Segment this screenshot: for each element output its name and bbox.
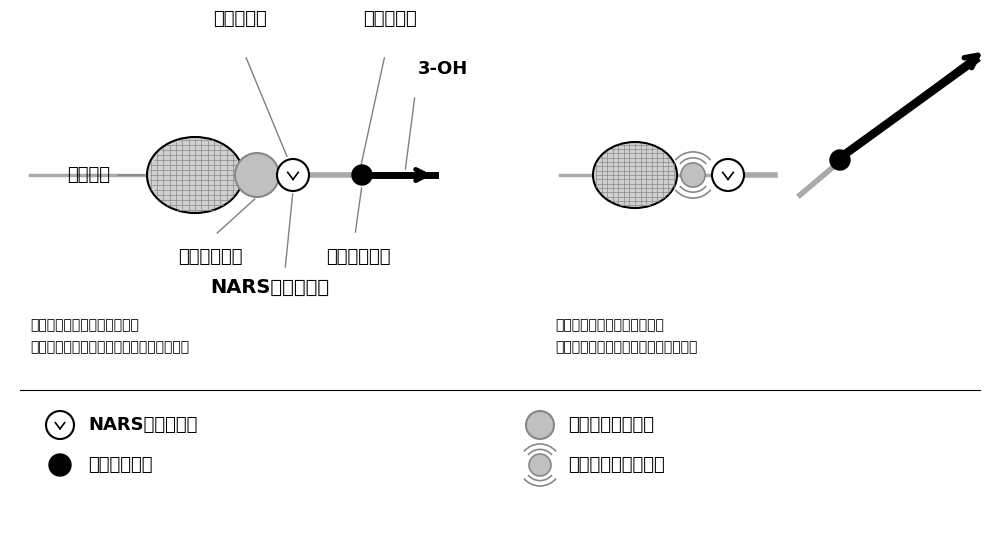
Circle shape bbox=[277, 159, 309, 191]
Text: 不被缺口剂切割时不释放可检测的荧光信号: 不被缺口剂切割时不释放可检测的荧光信号 bbox=[30, 340, 189, 354]
Text: 锚定序列区: 锚定序列区 bbox=[213, 10, 267, 28]
Text: 3-OH: 3-OH bbox=[418, 60, 468, 78]
Circle shape bbox=[46, 411, 74, 439]
Text: 释放荧光的荧光基团: 释放荧光的荧光基团 bbox=[568, 456, 665, 474]
Text: 编码微球: 编码微球 bbox=[67, 166, 110, 184]
Text: NARS正义链序列: NARS正义链序列 bbox=[210, 278, 330, 297]
Ellipse shape bbox=[147, 137, 243, 213]
Text: 被缺口剂切割时释放可检测的荧光信号: 被缺口剂切割时释放可检测的荧光信号 bbox=[555, 340, 697, 354]
Circle shape bbox=[529, 454, 551, 476]
Text: 识别序列区: 识别序列区 bbox=[363, 10, 417, 28]
Circle shape bbox=[712, 159, 744, 191]
Text: 固定在编码微球表面的引物：: 固定在编码微球表面的引物： bbox=[555, 318, 664, 332]
Text: 荧光报告基团: 荧光报告基团 bbox=[178, 248, 242, 266]
Text: 荧光淬灭基团: 荧光淬灭基团 bbox=[326, 248, 390, 266]
Circle shape bbox=[526, 411, 554, 439]
Circle shape bbox=[235, 153, 279, 197]
Circle shape bbox=[681, 163, 705, 187]
Text: 荧光淬灭基团: 荧光淬灭基团 bbox=[88, 456, 152, 474]
Ellipse shape bbox=[593, 142, 677, 208]
Circle shape bbox=[830, 150, 850, 170]
Text: 固定在编码微球表面的引物：: 固定在编码微球表面的引物： bbox=[30, 318, 139, 332]
Text: 被淬灭的荧光基团: 被淬灭的荧光基团 bbox=[568, 416, 654, 434]
Text: NARS正义链序列: NARS正义链序列 bbox=[88, 416, 197, 434]
Circle shape bbox=[49, 454, 71, 476]
Circle shape bbox=[352, 165, 372, 185]
